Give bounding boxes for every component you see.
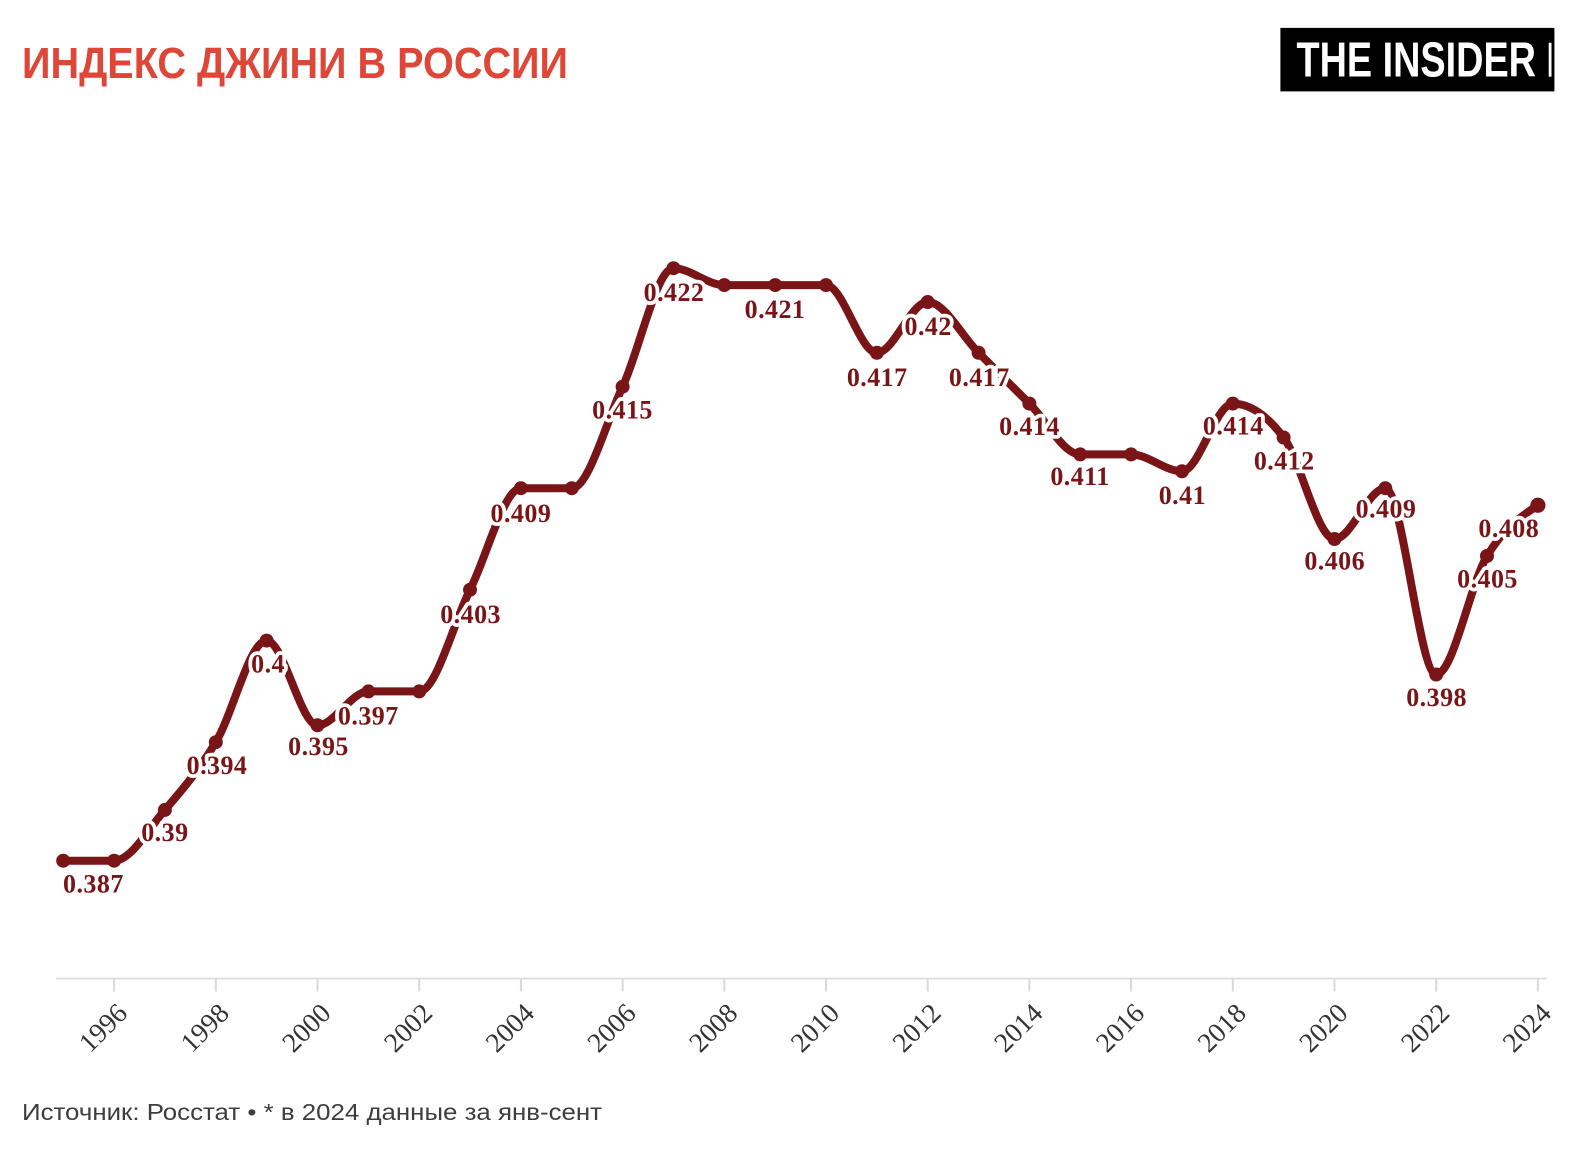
svg-text:0.395: 0.395 [288, 732, 349, 761]
svg-text:Источник: Росстат • * в 2024 д: Источник: Росстат • * в 2024 данные за я… [22, 1099, 603, 1125]
svg-text:ИНДЕКС ДЖИНИ В РОССИИ: ИНДЕКС ДЖИНИ В РОССИИ [22, 39, 568, 88]
svg-text:0.417: 0.417 [847, 363, 908, 392]
svg-text:0.397: 0.397 [338, 702, 399, 731]
svg-text:0.414: 0.414 [1203, 412, 1264, 441]
svg-text:0.411: 0.411 [1050, 462, 1109, 491]
svg-text:0.4: 0.4 [251, 650, 285, 679]
svg-text:0.409: 0.409 [491, 499, 552, 528]
svg-text:0.408: 0.408 [1478, 514, 1539, 543]
svg-text:0.406: 0.406 [1304, 547, 1365, 576]
svg-text:0.421: 0.421 [745, 295, 806, 324]
svg-text:0.422: 0.422 [644, 278, 705, 307]
svg-text:0.41: 0.41 [1159, 481, 1206, 510]
svg-text:0.417: 0.417 [949, 363, 1010, 392]
svg-text:0.394: 0.394 [187, 751, 248, 780]
svg-text:0.412: 0.412 [1254, 446, 1315, 475]
svg-text:0.387: 0.387 [63, 870, 124, 899]
svg-text:0.42: 0.42 [905, 312, 952, 341]
svg-text:0.398: 0.398 [1406, 683, 1467, 712]
svg-text:0.415: 0.415 [592, 396, 653, 425]
svg-text:0.405: 0.405 [1457, 564, 1518, 593]
svg-text:0.39: 0.39 [141, 818, 188, 847]
svg-text:0.409: 0.409 [1356, 495, 1417, 524]
svg-text:THE INSIDER: THE INSIDER [1297, 34, 1537, 88]
svg-text:0.403: 0.403 [440, 600, 501, 629]
svg-text:0.414: 0.414 [999, 412, 1060, 441]
